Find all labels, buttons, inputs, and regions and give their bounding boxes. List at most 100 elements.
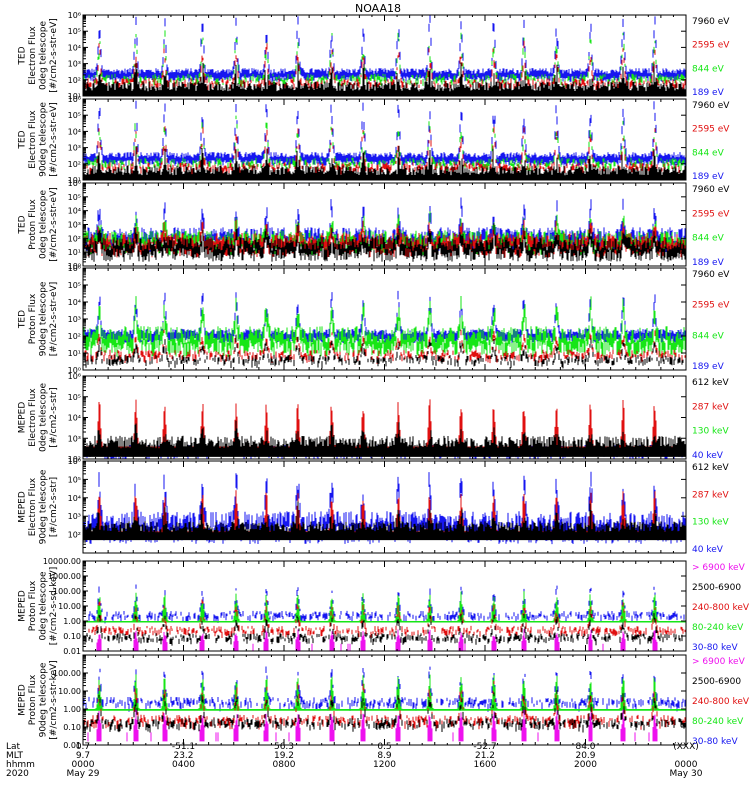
y-tick-label: 10² — [68, 531, 81, 540]
legend-entry: 2500-6900 — [692, 583, 741, 593]
y-tick-label: 10⁵ — [68, 193, 81, 202]
legend-entry: 2595 eV — [692, 125, 730, 135]
y-tick-label: 1000.00 — [48, 572, 81, 581]
time-tick-date: May 30 — [670, 769, 703, 779]
y-axis-label: MEPED Electron Flux 0deg telescope [#/cm2-s… — [17, 383, 59, 453]
time-tick-mlt: 23.2 — [173, 751, 193, 761]
panel-3: 10⁰ 10¹ 10² 10³ 10⁴ 10⁵ 10⁶ TED Proton Flux 0deg … — [17, 179, 730, 271]
legend-entry: 287 keV — [692, 490, 729, 500]
y-tick-label: 10⁴ — [68, 494, 81, 503]
series-80-240-kev — [83, 591, 686, 623]
time-tick-lat: -51.1 — [172, 742, 195, 752]
y-tick-label: 10⁶ — [68, 11, 81, 20]
y-label-line: 90deg telescope — [38, 102, 48, 177]
legend-entry: 80-240 keV — [692, 717, 744, 727]
y-label-line: TED — [17, 46, 27, 65]
time-row-label-hhmm: hhmm — [6, 760, 35, 770]
legend: 7960 eV 2595 eV 844 eV 189 eV — [692, 17, 730, 98]
series-trace — [83, 100, 686, 166]
y-tick-label: 10⁵ — [68, 475, 81, 484]
panel-8-series — [83, 666, 686, 742]
y-tick-label: 10³ — [68, 315, 81, 324]
series-trace — [84, 329, 686, 364]
y-label-line: 0deg telescope — [38, 383, 48, 453]
legend-entry: 844 eV — [692, 148, 725, 158]
y-tick-label: 10³ — [68, 221, 81, 230]
y-label-line: 90deg telescope — [38, 281, 48, 356]
time-tick-mlt: 21.2 — [475, 751, 495, 761]
legend-entry: 844 eV — [692, 64, 725, 74]
time-row-label-mlt: MLT — [6, 751, 24, 761]
series-trace — [83, 15, 686, 82]
y-label-line: Electron Flux — [28, 110, 38, 169]
time-tick-mlt: 9.7 — [76, 751, 90, 761]
series-trace — [83, 666, 686, 712]
legend: 612 keV 287 keV 130 keV 40 keV — [692, 463, 729, 555]
y-label-line: [#/cm2-s-str-eV] — [49, 282, 59, 357]
y-label-line: [#/cm2-s-str-eV] — [49, 102, 59, 177]
time-end-marker: (XXX) — [673, 742, 699, 752]
series-7960-ev — [83, 222, 686, 262]
series-trace — [83, 296, 686, 357]
y-label-line: [#/cm2-s-str] — [49, 477, 59, 537]
time-tick-lat: -52.7 — [473, 742, 496, 752]
y-label-line: 0deg telescope — [38, 190, 48, 260]
y-tick-label: 0.10 — [63, 632, 81, 641]
y-label-line: Proton Flux — [28, 580, 38, 631]
y-axis: 10⁰ 10¹ 10² 10³ 10⁴ 10⁵ 10⁶ — [68, 264, 687, 375]
time-tick-hhmm: 2000 — [574, 760, 597, 770]
series-trace — [83, 222, 686, 262]
y-label-line: [#/cm2-s-str-eV] — [49, 187, 59, 262]
y-tick-label: 10⁶ — [68, 372, 81, 381]
y-tick-label: 10⁶ — [68, 179, 81, 188]
panel-4-series — [83, 290, 686, 369]
time-tick-mlt: 19.2 — [274, 751, 294, 761]
y-tick-label: 10⁶ — [68, 457, 81, 466]
y-tick-label: 10⁴ — [68, 414, 81, 423]
legend: 7960 eV 2595 eV 844 eV 189 eV — [692, 185, 730, 268]
time-tick-hhmm: 0000 — [72, 760, 95, 770]
series-trace — [83, 334, 684, 369]
y-tick-label: 10⁰ — [68, 262, 81, 271]
series-2500-6900 — [83, 690, 686, 733]
y-tick-label: 10⁵ — [68, 27, 81, 36]
series-trace — [83, 628, 658, 651]
legend-entry: 189 eV — [692, 362, 725, 372]
y-label-line: Electron Flux — [28, 26, 38, 85]
y-label-line: [#/cm2-s-sd-keV] — [49, 567, 59, 645]
series-trace — [83, 420, 686, 457]
time-tick-lat: 56.3 — [274, 742, 294, 752]
y-tick-label: 10² — [68, 76, 81, 85]
legend-entry: 2500-6900 — [692, 677, 741, 687]
y-axis-label: TED Electron Flux 0deg telescope [#/cm2-s-s… — [17, 18, 59, 93]
time-tick-hhmm: 0000 — [675, 760, 698, 770]
y-tick-label: 10000.00 — [43, 557, 81, 566]
y-label-line: MEPED — [17, 402, 27, 434]
legend-entry: 287 keV — [692, 402, 729, 412]
legend-entry: 80-240 keV — [692, 623, 744, 633]
series-7960-ev — [83, 334, 684, 369]
series-30-80-kev — [83, 666, 686, 712]
legend-entry: 7960 eV — [692, 270, 730, 280]
legend-entry: 189 eV — [692, 88, 725, 98]
legend-entry: 30-80 keV — [692, 643, 738, 653]
y-tick-label: 10² — [68, 234, 81, 243]
legend: 612 keV 287 keV 130 keV 40 keV — [692, 378, 729, 461]
legend-entry: 189 eV — [692, 258, 725, 268]
time-tick-hhmm: 0800 — [273, 760, 296, 770]
series-trace — [83, 126, 686, 176]
y-tick-label: 10¹ — [68, 176, 81, 185]
y-label-line: [#/cm2-s-str-keV] — [49, 660, 59, 739]
legend-entry: 612 keV — [692, 463, 729, 473]
y-tick-label: 10³ — [68, 434, 81, 443]
y-tick-label: 10² — [68, 332, 81, 341]
y-label-line: TED — [17, 310, 27, 329]
legend-entry: 240-800 keV — [692, 603, 750, 613]
series-trace — [87, 709, 658, 742]
series-189-ev — [83, 100, 686, 166]
panel-5: 10² 10³ 10⁴ 10⁵ 10⁶ MEPED Electron Flux 0deg te… — [17, 372, 729, 464]
